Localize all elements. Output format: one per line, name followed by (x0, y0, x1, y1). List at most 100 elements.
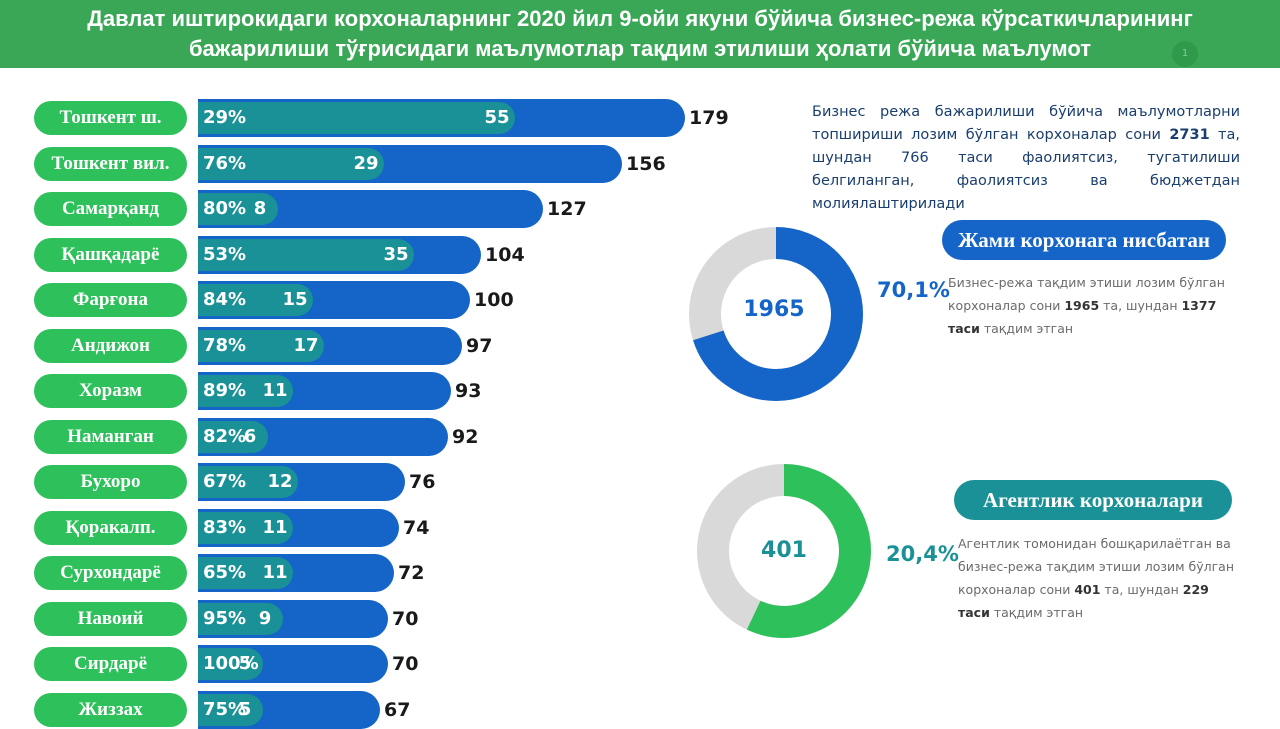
subset-value-label: 9 (258, 608, 272, 629)
title-line-1: Давлат иштирокидаги корхоналарнинг 2020 … (87, 6, 1193, 31)
subset-value-label: 11 (262, 562, 288, 583)
panel2-description: Агентлик томонидан бошқарилаётган ва биз… (958, 532, 1242, 624)
subset-value-label: 5 (238, 699, 252, 720)
panel2-desc-submitted: 229 таси (958, 582, 1209, 620)
total-value-label: 104 (485, 244, 525, 266)
region-label: Сирдарё (34, 647, 187, 681)
percent-label: 29% (203, 107, 247, 128)
region-label: Қоракалп. (34, 511, 187, 545)
total-value-label: 76 (409, 471, 436, 493)
page-number-badge: 1 (1172, 41, 1198, 67)
bar-subset (198, 466, 298, 498)
intro-count: 2731 (1169, 127, 1210, 143)
panel2-desc-count: 401 (1074, 582, 1101, 597)
bar-subset (198, 421, 268, 453)
subset-value-label: 12 (267, 471, 293, 492)
bar-subset (198, 284, 313, 316)
subset-value-label: 55 (484, 107, 510, 128)
panel1-description: Бизнес-режа тақдим этиши лозим бўлган ко… (948, 271, 1238, 340)
percent-label: 76% (203, 153, 247, 174)
percent-label: 82% (203, 426, 247, 447)
percent-label: 80% (203, 198, 247, 219)
region-label: Фарғона (34, 283, 187, 317)
panel1-desc-c: та, шундан (1099, 298, 1182, 313)
region-label: Самарқанд (34, 192, 187, 226)
bar-subset (198, 603, 283, 635)
total-value-label: 67 (384, 699, 411, 721)
percent-label: 65% (203, 562, 247, 583)
percent-label: 95% (203, 608, 247, 629)
region-label: Қашқадарё (34, 238, 187, 272)
percent-label: 67% (203, 471, 247, 492)
region-label: Тошкент ш. (34, 101, 187, 135)
bar-subset (198, 102, 515, 134)
percent-label: 84% (203, 289, 247, 310)
total-value-label: 97 (466, 335, 493, 357)
panel1-desc-count: 1965 (1064, 298, 1100, 313)
panel2-desc-d: тақдим этган (989, 605, 1084, 620)
percent-label: 89% (203, 380, 247, 401)
percent-label: 83% (203, 517, 247, 538)
region-label: Наманган (34, 420, 187, 454)
intro-text-b: та, шундан 766 таси фаолиятсиз, тугатили… (812, 127, 1240, 212)
subset-value-label: 17 (293, 335, 319, 356)
total-value-label: 74 (403, 517, 430, 539)
donut-arc (689, 227, 863, 401)
region-label: Тошкент вил. (34, 147, 187, 181)
percent-label: 75% (203, 699, 247, 720)
intro-text: Бизнес режа бажарилиши бўйича маълумотла… (812, 101, 1240, 216)
bar-subset (198, 375, 293, 407)
panel2-donut-chart (697, 464, 871, 638)
panel2-donut-center-value: 401 (761, 538, 807, 563)
bar-subset (198, 193, 278, 225)
panel1-donut-center-value: 1965 (743, 297, 805, 322)
panel2-percent: 20,4% (886, 542, 959, 566)
subset-value-label: 11 (262, 517, 288, 538)
region-label: Хоразм (34, 374, 187, 408)
subset-value-label: 15 (282, 289, 308, 310)
region-label: Андижон (34, 329, 187, 363)
panel1-donut-chart (689, 227, 863, 401)
total-value-label: 127 (547, 198, 587, 220)
panel2-desc-a: Агентлик томонидан бошқарилаётган ва биз… (958, 536, 1235, 597)
percent-label: 53% (203, 244, 247, 265)
total-value-label: 179 (689, 107, 729, 129)
total-value-label: 100 (474, 289, 514, 311)
total-value-label: 93 (455, 380, 482, 402)
region-label: Навоий (34, 602, 187, 636)
subset-value-label: 6 (243, 426, 257, 447)
title-line-2: бажарилиши тўғрисидаги маълумотлар тақди… (188, 36, 1092, 61)
region-label: Бухоро (34, 465, 187, 499)
percent-label: 100% (203, 653, 259, 674)
bar-subset (198, 239, 414, 271)
page-title: Давлат иштирокидаги корхоналарнинг 2020 … (0, 4, 1280, 64)
panel2-title-pill: Агентлик корхоналари (954, 480, 1232, 520)
bar-chart: Тошкент ш. 29% 55 179 Тошкент вил. 76% 29 156 Са… (34, 99, 729, 729)
region-label: Сурхондарё (34, 556, 187, 590)
total-value-label: 70 (392, 653, 419, 675)
panel2-desc-c: та, шундан (1100, 582, 1183, 597)
bar-subset (198, 330, 324, 362)
bar-subset (198, 512, 293, 544)
donut-arc (697, 464, 871, 638)
bar-subset (198, 648, 263, 680)
subset-value-label: 11 (262, 380, 288, 401)
panel1-desc-d: тақдим этган (979, 321, 1074, 336)
panel1-title-pill: Жами корхонага нисбатан (942, 220, 1226, 260)
panel1-percent: 70,1% (877, 278, 950, 302)
subset-value-label: 35 (383, 244, 409, 265)
panel1-desc-submitted: 1377 таси (948, 298, 1217, 336)
total-value-label: 92 (452, 426, 479, 448)
subset-value-label: 29 (353, 153, 379, 174)
header-banner: Давлат иштирокидаги корхоналарнинг 2020 … (0, 0, 1280, 68)
intro-text-a: Бизнес режа бажарилиши бўйича маълумотла… (812, 104, 1240, 143)
percent-label: 78% (203, 335, 247, 356)
bar-subset (198, 148, 384, 180)
panel1-desc-a: Бизнес-режа тақдим этиши лозим бўлган ко… (948, 275, 1225, 313)
bar-subset (198, 557, 293, 589)
total-value-label: 70 (392, 608, 419, 630)
total-value-label: 72 (398, 562, 425, 584)
total-value-label: 156 (626, 153, 666, 175)
subset-value-label: 8 (253, 198, 267, 219)
subset-value-label: 5 (238, 653, 252, 674)
